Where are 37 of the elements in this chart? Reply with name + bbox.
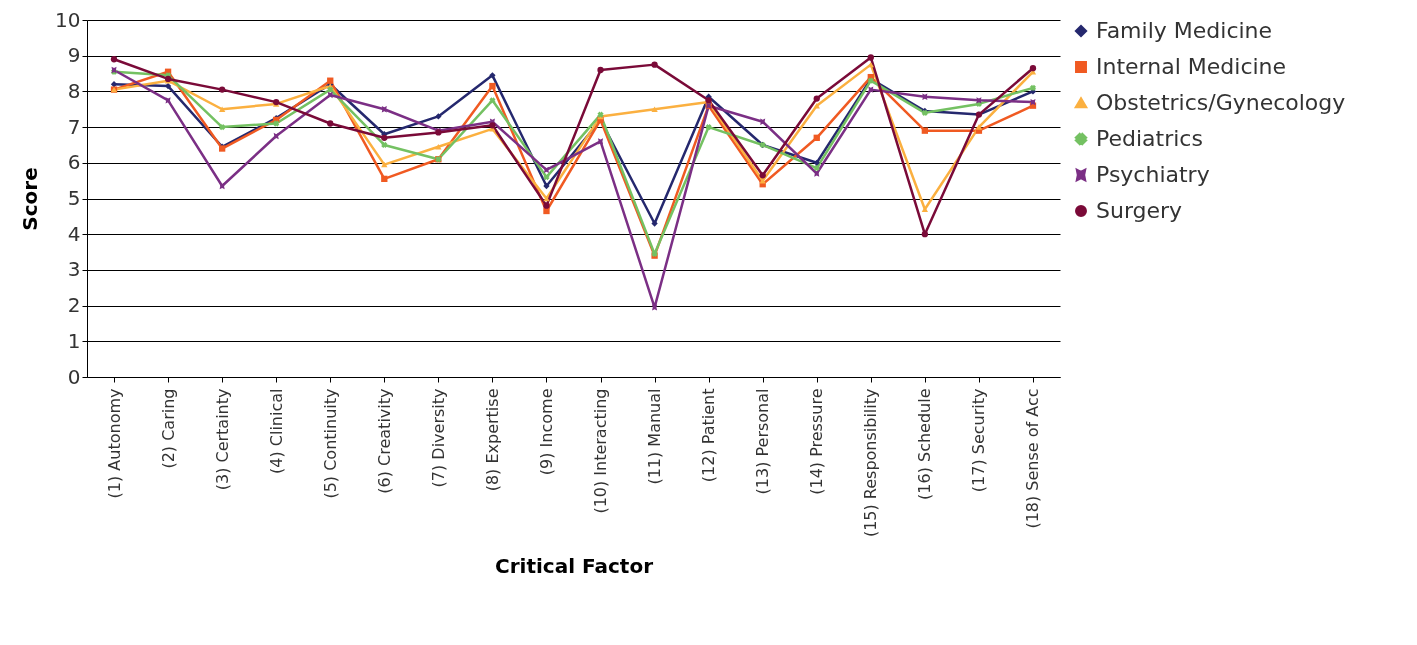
x-tick-label: (16) Schedule <box>915 388 935 500</box>
legend-label: Psychiatry <box>1096 162 1210 187</box>
x-tick-label: (7) Diversity <box>428 388 448 488</box>
y-tick-label: 8 <box>67 78 81 103</box>
x-tick-label: (13) Personal <box>753 388 773 495</box>
y-tick-label: 7 <box>67 114 81 139</box>
x-tick-label: (12) Patient <box>699 388 719 483</box>
legend-label: Obstetrics/Gynecology <box>1096 90 1346 115</box>
y-tick-label: 3 <box>67 257 81 282</box>
y-tick-label: 0 <box>67 364 81 389</box>
x-tick-label: (14) Pressure <box>807 388 827 495</box>
x-tick-label: (2) Caring <box>158 388 178 469</box>
y-tick-label: 10 <box>55 7 81 32</box>
legend-label: Surgery <box>1096 198 1183 223</box>
y-tick-label: 9 <box>67 43 81 68</box>
y-tick-label: 1 <box>67 328 81 353</box>
x-tick-label: (4) Clinical <box>266 388 286 474</box>
x-tick-label: (8) Expertise <box>482 388 502 492</box>
legend-label: Family Medicine <box>1096 18 1273 43</box>
y-tick-label: 4 <box>67 221 81 246</box>
x-tick-label: (1) Autonomy <box>104 388 124 499</box>
x-tick-label: (11) Manual <box>645 388 665 485</box>
legend-label: Internal Medicine <box>1096 54 1287 79</box>
y-axis-title: Score <box>18 167 43 231</box>
x-tick-label: (5) Continuity <box>320 388 340 499</box>
x-tick-label: (9) Income <box>536 388 556 476</box>
x-tick-label: (17) Security <box>969 388 989 493</box>
x-tick-label: (18) Sense of Acc <box>1023 388 1043 529</box>
y-tick-label: 5 <box>67 186 81 210</box>
x-tick-label: (10) Interacting <box>591 388 611 514</box>
x-tick-label: (6) Creativity <box>374 388 394 494</box>
x-axis-title: Critical Factor <box>495 554 654 579</box>
x-tick-label: (15) Responsibility <box>861 388 881 538</box>
y-tick-label: 6 <box>67 150 81 175</box>
y-tick-label: 2 <box>67 293 81 318</box>
legend-label: Pediatrics <box>1096 126 1203 151</box>
x-tick-label: (3) Certainty <box>212 388 232 491</box>
